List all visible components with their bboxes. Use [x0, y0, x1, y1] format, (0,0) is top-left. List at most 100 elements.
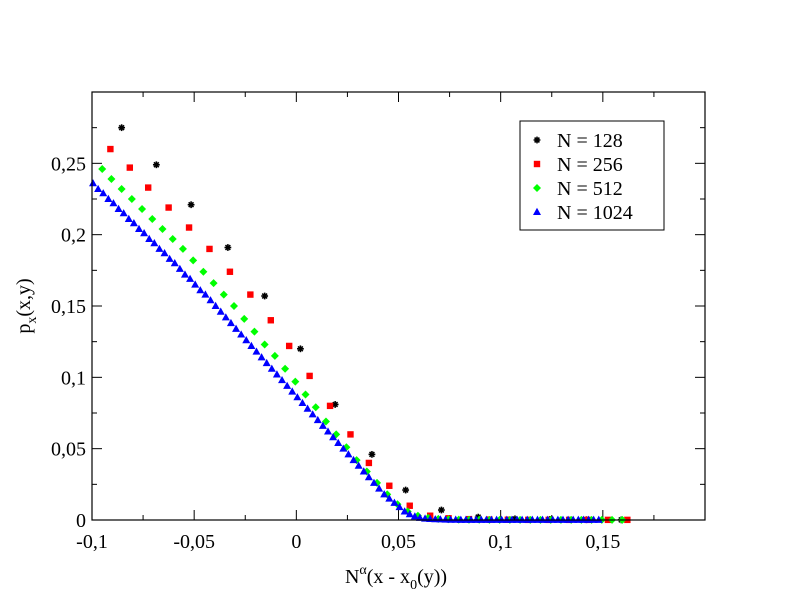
data-point	[148, 214, 157, 223]
data-point	[507, 515, 516, 523]
data-point	[216, 307, 225, 315]
data-point	[359, 467, 368, 475]
data-point	[118, 124, 126, 132]
plot-frame	[91, 91, 706, 521]
data-point	[406, 502, 413, 509]
data-point	[569, 515, 578, 523]
data-point	[347, 431, 354, 438]
data-point	[291, 377, 300, 386]
data-point	[502, 515, 511, 523]
star-stroke	[261, 293, 268, 299]
data-point	[104, 194, 113, 202]
star-stroke	[402, 487, 409, 494]
data-point	[189, 256, 198, 265]
data-point	[288, 387, 297, 395]
data-point	[206, 245, 213, 253]
data-point	[528, 515, 537, 523]
data-point	[324, 427, 333, 435]
data-point	[326, 402, 334, 410]
data-point	[224, 244, 232, 251]
data-point	[293, 393, 302, 401]
data-point	[144, 184, 152, 191]
data-point	[124, 214, 133, 222]
data-point	[107, 145, 114, 153]
data-point	[334, 438, 343, 446]
data-point	[477, 515, 486, 523]
data-point	[297, 345, 304, 353]
data-point	[365, 459, 373, 467]
data-point	[247, 291, 254, 298]
data-point	[185, 224, 193, 231]
data-point	[109, 199, 118, 207]
data-point	[497, 515, 506, 523]
legend-box	[519, 120, 665, 231]
data-point	[114, 204, 123, 212]
data-point	[178, 244, 187, 253]
y-tick-label: 0,25	[51, 153, 86, 175]
data-point	[247, 341, 256, 349]
y-tick-label: 0,15	[51, 296, 86, 318]
y-tick-label: 0	[76, 510, 86, 532]
x-tick-label: 0,15	[585, 531, 620, 553]
data-point	[134, 224, 143, 232]
data-point	[548, 515, 557, 523]
star-stroke	[153, 161, 160, 168]
data-point	[240, 314, 249, 323]
star-stroke	[368, 451, 375, 458]
data-point	[165, 254, 174, 262]
data-point	[170, 259, 179, 267]
data-point	[160, 249, 169, 257]
data-point	[589, 515, 598, 523]
y-axis-title: px(x,y)	[13, 278, 40, 333]
data-point	[339, 444, 348, 452]
data-point	[405, 510, 414, 518]
data-point	[538, 515, 547, 523]
data-point	[89, 179, 98, 187]
x-tick-label: 0,1	[488, 531, 513, 553]
data-point	[472, 515, 481, 523]
y-tick-label: 0,2	[61, 225, 86, 247]
data-point	[523, 515, 532, 523]
data-point	[186, 274, 195, 282]
data-point	[492, 515, 501, 523]
data-point	[119, 209, 128, 217]
data-point	[298, 398, 307, 407]
data-point	[257, 353, 266, 361]
data-point	[237, 330, 246, 338]
data-point	[513, 515, 522, 523]
data-point	[99, 189, 108, 197]
data-point	[175, 264, 184, 272]
data-point	[242, 336, 251, 344]
data-point	[441, 515, 450, 523]
star-stroke	[297, 345, 304, 352]
legend-marker	[533, 160, 541, 168]
data-point	[283, 381, 292, 389]
legend-label: N = 128	[557, 130, 623, 152]
data-point	[369, 478, 378, 486]
data-point	[250, 327, 259, 336]
data-point	[518, 515, 527, 523]
x-axis-title: Nα(x - x0(y))	[345, 563, 447, 593]
data-point	[311, 403, 320, 412]
data-point	[211, 301, 220, 309]
data-point	[543, 515, 552, 523]
data-point	[368, 450, 376, 458]
y-tick-label: 0,1	[61, 367, 86, 389]
legend-label: N = 512	[557, 178, 623, 200]
data-point	[467, 515, 476, 523]
data-point	[98, 165, 107, 174]
series-1024	[89, 179, 603, 523]
data-point	[219, 290, 228, 299]
data-point	[155, 244, 164, 252]
data-point	[386, 482, 393, 489]
y-tick-label: 0,05	[51, 439, 86, 461]
data-point	[281, 364, 290, 373]
legend-label: N = 1024	[557, 202, 633, 224]
tick-labels: -0,1 -0,05 0 0,05 0,1 0,15 0 0,05 0,1 0,15 0,2 0,25	[51, 153, 620, 553]
data-point	[301, 390, 310, 399]
data-point	[201, 290, 210, 298]
data-point	[226, 268, 234, 275]
data-point	[285, 342, 293, 350]
data-point	[152, 161, 160, 169]
